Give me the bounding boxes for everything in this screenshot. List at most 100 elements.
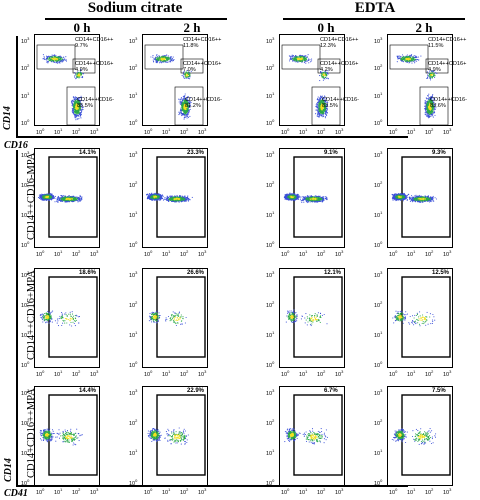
event-dot (152, 56, 154, 58)
event-dot (290, 57, 292, 59)
event-dot (49, 195, 51, 197)
event-dot (156, 61, 158, 63)
event-dot (188, 71, 190, 73)
event-dot (426, 76, 429, 78)
event-dot (173, 59, 175, 61)
event-dot (51, 193, 53, 196)
gating-panel: CD14+CD16++ 9.7% CD14++CD16+ 4.9% CD14++CD… (34, 34, 114, 126)
event-dot (47, 196, 49, 198)
event-dot (55, 58, 57, 60)
event-dot (428, 110, 430, 112)
event-dot (72, 196, 74, 198)
event-dot (152, 59, 154, 61)
event-dot (77, 101, 79, 103)
event-dot (327, 70, 329, 72)
event-dot (327, 72, 329, 75)
event-dot (61, 57, 63, 59)
event-dot (317, 104, 319, 106)
event-dot (416, 60, 418, 62)
y-tick-label: 102 (374, 63, 383, 73)
event-dot (318, 98, 320, 100)
event-dot (425, 110, 427, 112)
event-dot (155, 56, 157, 58)
scatter-plot (144, 44, 204, 126)
event-dot (301, 58, 303, 60)
event-dot (324, 113, 327, 115)
event-dot (68, 200, 71, 202)
event-dot (320, 112, 322, 114)
event-dot (432, 116, 434, 118)
event-dot (64, 58, 66, 60)
event-dot (322, 104, 324, 107)
event-dot (397, 58, 399, 60)
x-axis-arrow-bottom (16, 485, 408, 487)
event-dot (317, 114, 319, 116)
event-dot (60, 196, 62, 198)
event-dot (320, 110, 322, 112)
event-dot (77, 115, 79, 117)
scatter-plot (389, 44, 449, 126)
event-dot (56, 198, 58, 200)
event-dot (57, 197, 59, 199)
y-tick-label: 101 (266, 90, 275, 100)
event-dot (426, 109, 428, 111)
event-dot (430, 99, 433, 101)
event-dot (321, 111, 323, 113)
event-dot (318, 109, 320, 111)
event-dot (431, 71, 433, 73)
event-dot (326, 70, 328, 72)
event-dot (299, 60, 301, 62)
event-dot (74, 103, 77, 105)
event-dot (401, 60, 403, 62)
event-dot (184, 110, 186, 112)
event-dot (185, 100, 187, 102)
event-dot (319, 110, 321, 112)
event-dot (433, 101, 435, 104)
event-dot (300, 57, 302, 59)
event-dot (412, 57, 414, 59)
event-dot (428, 116, 430, 118)
gating-panel: CD14+CD16++ 11.8% CD14++CD16+ 7.0% CD14++C… (142, 34, 222, 126)
event-dot (184, 75, 186, 77)
scatter-plot (146, 156, 206, 238)
event-dot (186, 72, 189, 74)
event-dot (320, 105, 322, 107)
event-dot (40, 195, 42, 197)
event-dot (291, 58, 293, 60)
event-dot (429, 104, 431, 106)
gate-outline (180, 58, 204, 74)
event-dot (47, 62, 49, 64)
event-dot (432, 113, 434, 115)
event-dot (304, 58, 306, 60)
event-dot (160, 58, 162, 60)
event-dot (43, 199, 45, 201)
event-dot (429, 113, 431, 115)
event-dot (304, 61, 306, 63)
event-dot (74, 76, 76, 78)
event-dot (158, 56, 160, 58)
event-dot (428, 114, 430, 117)
event-dot (170, 61, 172, 63)
x-tick-label: 103 (198, 127, 207, 136)
event-dot (424, 114, 426, 116)
event-dot (161, 55, 163, 57)
event-dot (184, 99, 186, 101)
event-dot (185, 112, 187, 114)
event-dot (81, 196, 83, 198)
event-dot (430, 109, 433, 111)
event-dot (184, 116, 186, 118)
event-dot (52, 197, 54, 199)
event-dot (157, 58, 159, 60)
event-dot (429, 99, 431, 101)
event-dot (322, 108, 324, 111)
event-dot (69, 196, 71, 198)
event-dot (187, 116, 190, 118)
event-dot (187, 113, 189, 115)
event-dot (180, 98, 182, 100)
event-dot (301, 55, 303, 58)
event-dot (433, 73, 435, 75)
event-dot (319, 101, 321, 103)
event-dot (294, 58, 296, 60)
gate-outline (419, 86, 449, 126)
event-dot (428, 101, 430, 103)
